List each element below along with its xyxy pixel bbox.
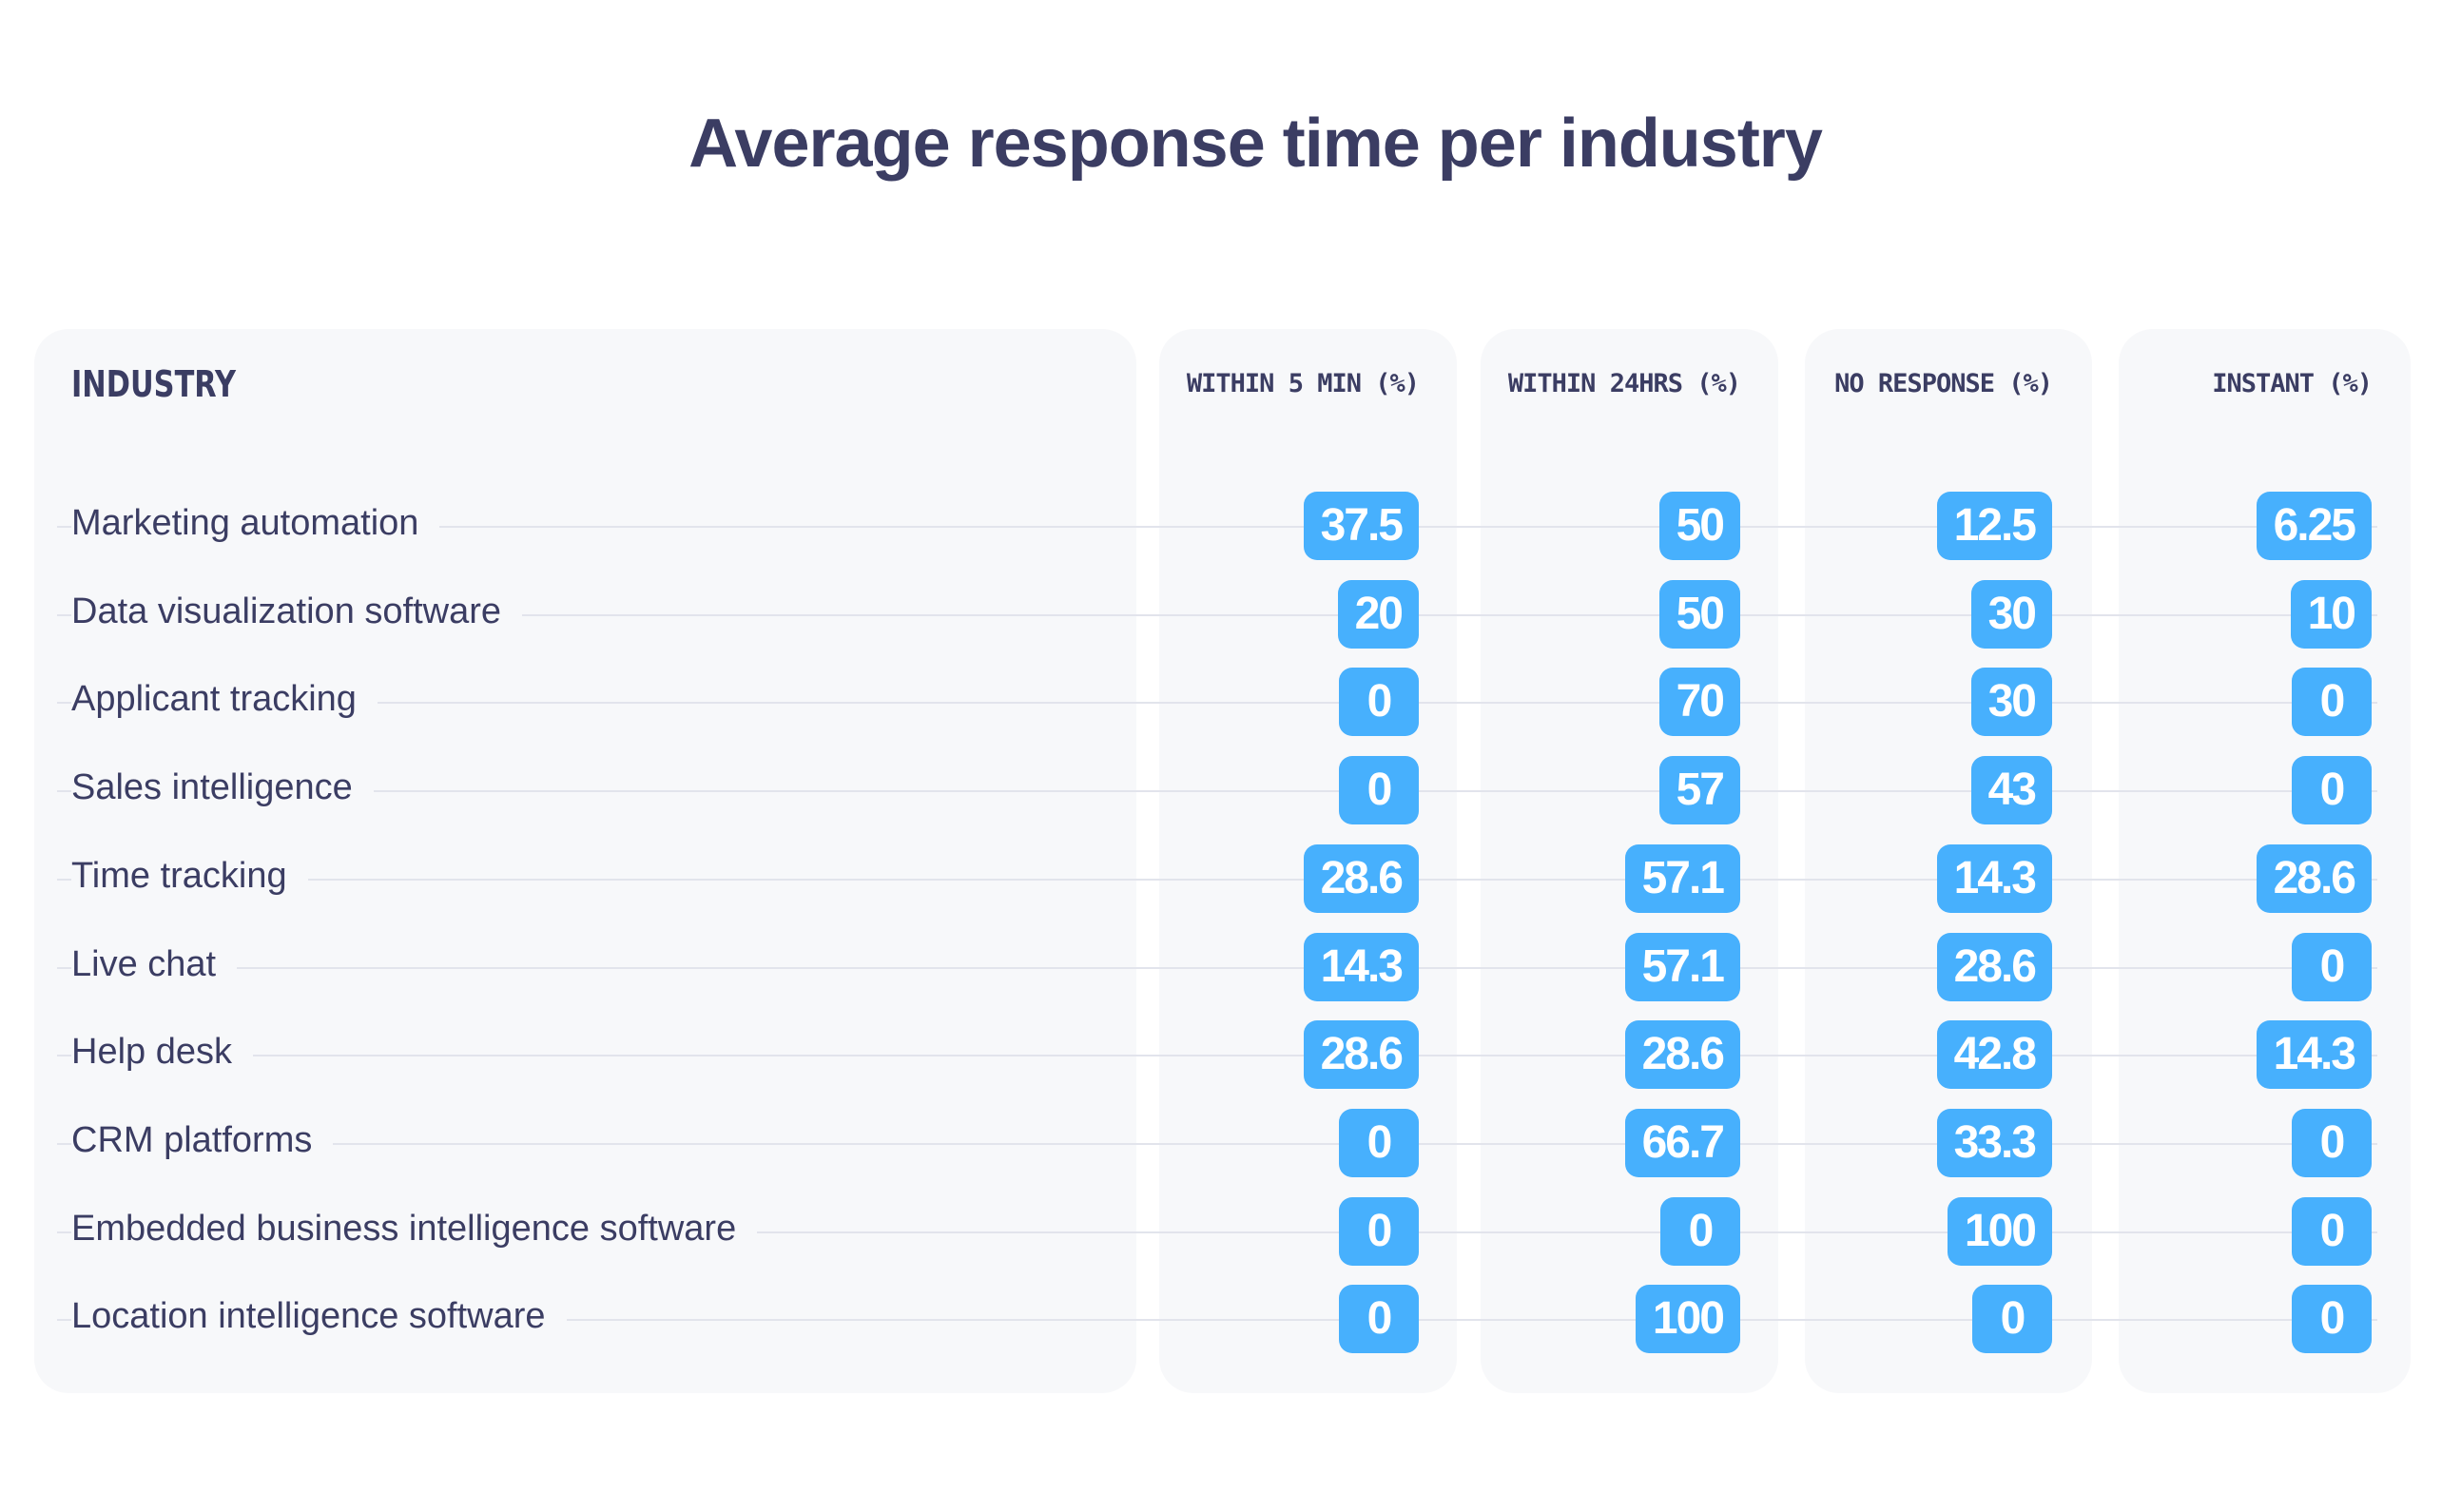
value-badge-instant: 6.25 [2256,492,2372,560]
value-badge-no-response: 12.5 [1936,492,2052,560]
row-rule [57,1142,2377,1145]
value-badge-no-response: 100 [1947,1196,2052,1266]
value-badge-within-5-min: 0 [1339,1196,1419,1266]
value-badge-instant: 14.3 [2256,1020,2372,1090]
value-badge-instant: 0 [2292,932,2372,1001]
industry-label: Live chat [71,943,238,985]
column-header-within-24hrs: WITHIN 24HRS (%) [1507,369,1741,398]
row-rule [57,1319,2377,1322]
industry-label: Marketing automation [71,503,440,544]
row-rule [57,878,2377,881]
value-badge-instant: 0 [2292,668,2372,737]
value-badge-within-24hrs: 28.6 [1624,1020,1740,1090]
row-rule [57,526,2377,528]
value-badge-within-24hrs: 57.1 [1624,932,1740,1001]
value-badge-within-5-min: 0 [1339,668,1419,737]
column-header-instant: INSTANT (%) [2212,369,2373,398]
value-badge-no-response: 42.8 [1936,1020,2052,1090]
value-badge-within-24hrs: 50 [1658,492,1740,560]
table-row: CRM platforms 0 66.7 33.3 0 [0,1108,2442,1177]
value-badge-within-5-min: 28.6 [1303,1020,1419,1090]
value-badge-within-24hrs: 100 [1635,1285,1740,1354]
row-rule [57,790,2377,793]
column-header-industry: INDUSTRY [71,363,237,405]
table-row: Time tracking 28.6 57.1 14.3 28.6 [0,843,2442,913]
value-badge-within-24hrs: 50 [1658,579,1740,649]
industry-label: Applicant tracking [71,679,378,721]
table-row: Sales intelligence 0 57 43 0 [0,756,2442,825]
value-badge-within-5-min: 20 [1337,579,1419,649]
row-rule [57,1231,2377,1233]
industry-label: Help desk [71,1032,253,1074]
table-row: Help desk 28.6 28.6 42.8 14.3 [0,1020,2442,1090]
value-badge-within-5-min: 14.3 [1303,932,1419,1001]
value-badge-instant: 0 [2292,756,2372,825]
value-badge-within-5-min: 0 [1339,1285,1419,1354]
column-header-no-response: NO RESPONSE (%) [1834,369,2053,398]
row-rule [57,1055,2377,1057]
column-header-within-5-min: WITHIN 5 MIN (%) [1186,369,1420,398]
industry-label: CRM platforms [71,1119,334,1161]
value-badge-instant: 28.6 [2256,843,2372,913]
industry-label: Time tracking [71,855,308,897]
value-badge-no-response: 14.3 [1936,843,2052,913]
value-badge-within-24hrs: 57 [1658,756,1740,825]
value-badge-no-response: 0 [1972,1285,2052,1354]
industry-label: Embedded business intelligence software [71,1208,758,1250]
table-row: Data visualization software 20 50 30 10 [0,579,2442,649]
table-row: Marketing automation 37.5 50 12.5 6.25 [0,492,2442,560]
value-badge-no-response: 30 [1970,579,2052,649]
value-badge-within-5-min: 37.5 [1303,492,1419,560]
value-badge-no-response: 43 [1970,756,2052,825]
value-badge-within-24hrs: 66.7 [1624,1108,1740,1177]
value-badge-no-response: 30 [1970,668,2052,737]
row-rule [57,613,2377,616]
row-rule [57,966,2377,969]
value-badge-within-5-min: 28.6 [1303,843,1419,913]
value-badge-within-5-min: 0 [1339,756,1419,825]
value-badge-instant: 0 [2292,1108,2372,1177]
row-rule [57,702,2377,705]
value-badge-instant: 0 [2292,1285,2372,1354]
table-row: Location intelligence software 0 100 0 0 [0,1285,2442,1354]
table-row: Applicant tracking 0 70 30 0 [0,668,2442,737]
industry-label: Location intelligence software [71,1296,567,1338]
value-badge-within-24hrs: 0 [1660,1196,1740,1266]
chart-title: Average response time per industry [688,106,1823,182]
value-badge-within-24hrs: 57.1 [1624,843,1740,913]
value-badge-instant: 0 [2292,1196,2372,1266]
industry-label: Data visualization software [71,591,522,632]
value-badge-within-5-min: 0 [1339,1108,1419,1177]
industry-label: Sales intelligence [71,767,374,809]
table-row: Live chat 14.3 57.1 28.6 0 [0,932,2442,1001]
value-badge-instant: 10 [2290,579,2372,649]
value-badge-no-response: 33.3 [1936,1108,2052,1177]
value-badge-within-24hrs: 70 [1658,668,1740,737]
value-badge-no-response: 28.6 [1936,932,2052,1001]
table-row: Embedded business intelligence software 0… [0,1196,2442,1266]
